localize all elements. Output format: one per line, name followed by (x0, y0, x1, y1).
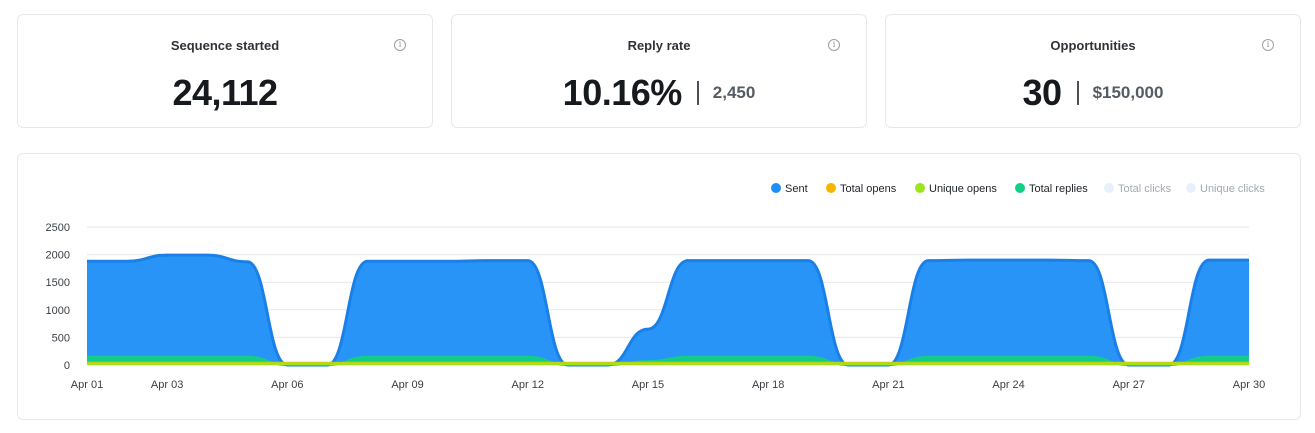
activity-chart: 0 500 1000 1500 2000 2500 Apr 01 Apr 03 Apr 06 Ap… (46, 183, 1265, 391)
y-tick-label: 1500 (46, 277, 70, 289)
y-tick-label: 500 (52, 332, 70, 344)
value-separator (1076, 81, 1079, 105)
legend-label: Sent (785, 183, 808, 195)
y-tick-label: 0 (64, 360, 70, 372)
x-tick-label: Apr 21 (872, 379, 904, 391)
card-value: 10.16% (562, 72, 683, 113)
card-title: Sequence started (170, 38, 280, 53)
legend-label: Unique opens (929, 183, 997, 195)
legend-swatch (826, 183, 836, 193)
x-tick-label: Apr 18 (752, 379, 784, 391)
legend-swatch (1015, 183, 1025, 193)
series-area-sent (87, 255, 1249, 365)
legend-swatch (915, 183, 925, 193)
card-title: Opportunities (1050, 38, 1136, 53)
x-tick-label: Apr 01 (71, 379, 103, 391)
card-sub-value: $150,000 (1092, 83, 1164, 102)
legend-swatch (1186, 183, 1196, 193)
legend-item-total-replies[interactable]: Total replies (1015, 183, 1088, 195)
x-tick-label: Apr 27 (1113, 379, 1145, 391)
info-icon[interactable]: i (1262, 39, 1274, 51)
legend-item-unique-opens[interactable]: Unique opens (915, 183, 997, 195)
x-tick-label: Apr 24 (992, 379, 1024, 391)
x-tick-label: Apr 06 (271, 379, 303, 391)
legend-label: Total clicks (1118, 183, 1172, 195)
card-value-row: 30 $150,000 (886, 71, 1300, 115)
value-separator (696, 81, 699, 105)
legend-item-sent[interactable]: Sent (771, 183, 808, 195)
y-tick-label: 2000 (46, 250, 70, 262)
x-tick-label: Apr 09 (391, 379, 423, 391)
opportunities-card: Opportunities i 30 $150,000 (885, 14, 1301, 128)
info-icon[interactable]: i (394, 39, 406, 51)
x-tick-label: Apr 30 (1233, 379, 1265, 391)
info-icon[interactable]: i (828, 39, 840, 51)
legend-item-unique-clicks[interactable]: Unique clicks (1186, 183, 1265, 195)
card-value-row: 10.16% 2,450 (452, 71, 866, 115)
legend-label: Total opens (840, 183, 897, 195)
y-tick-label: 1000 (46, 305, 70, 317)
card-value: 30 (1022, 72, 1063, 113)
x-tick-label: Apr 12 (512, 379, 544, 391)
legend-item-total-clicks[interactable]: Total clicks (1104, 183, 1172, 195)
card-value: 24,112 (172, 72, 278, 113)
legend-swatch (1104, 183, 1114, 193)
card-sub-value: 2,450 (712, 83, 756, 102)
reply-rate-card: Reply rate i 10.16% 2,450 (451, 14, 867, 128)
x-tick-label: Apr 03 (151, 379, 183, 391)
legend-swatch (771, 183, 781, 193)
sequence-started-card: Sequence started i 24,112 (17, 14, 433, 128)
legend-label: Unique clicks (1200, 183, 1265, 195)
card-value-row: 24,112 (18, 71, 432, 115)
y-tick-label: 2500 (46, 222, 70, 234)
legend-label: Total replies (1029, 183, 1088, 195)
legend-item-total-opens[interactable]: Total opens (826, 183, 897, 195)
activity-chart-panel: 0 500 1000 1500 2000 2500 Apr 01 Apr 03 Apr 06 Ap… (17, 153, 1301, 420)
x-tick-label: Apr 15 (632, 379, 664, 391)
card-title: Reply rate (627, 38, 691, 53)
